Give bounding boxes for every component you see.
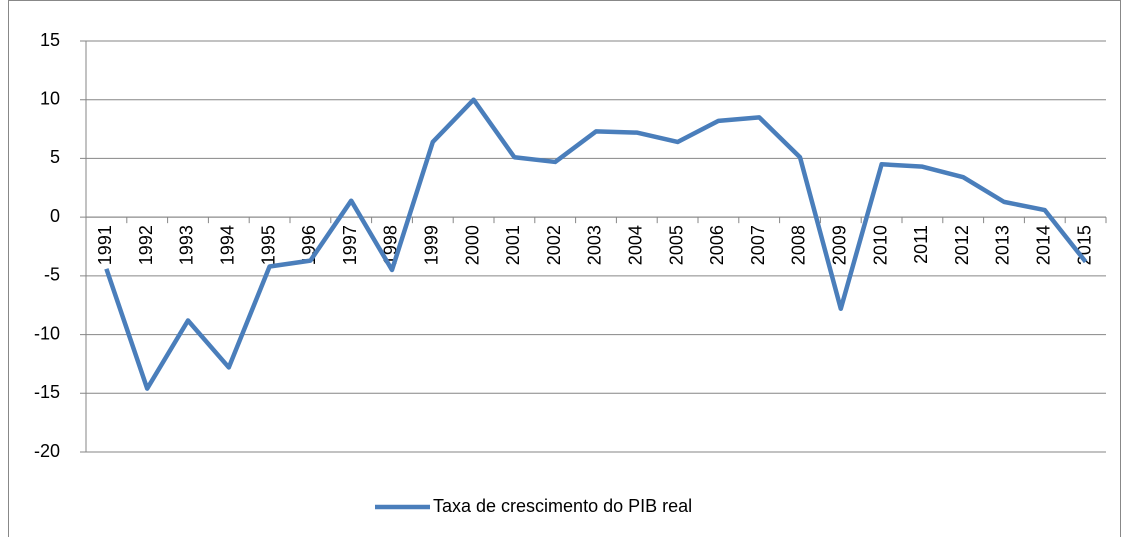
y-tick-label: 5 <box>50 147 60 167</box>
x-tick-label: 2007 <box>748 225 768 265</box>
x-tick-label: 2008 <box>789 225 809 265</box>
x-tick-label: 1995 <box>258 225 278 265</box>
x-tick-label: 1999 <box>422 225 442 265</box>
x-tick-label: 2011 <box>911 225 931 264</box>
x-tick-label: 2006 <box>707 225 727 265</box>
y-tick-label: 0 <box>50 206 60 226</box>
y-tick-label: -10 <box>34 323 60 343</box>
x-tick-label: 2000 <box>462 225 482 265</box>
y-tick-label: -15 <box>34 382 60 402</box>
x-tick-label: 1994 <box>218 225 238 265</box>
y-tick-label: 15 <box>40 30 60 50</box>
x-tick-label: 1993 <box>177 225 197 265</box>
series-line <box>104 97 1088 391</box>
chart-frame <box>8 0 1121 537</box>
x-tick-label: 1997 <box>340 225 360 265</box>
x-tick-label: 1992 <box>136 225 156 265</box>
x-tick-label: 2013 <box>993 225 1013 265</box>
x-tick-label: 2014 <box>1034 225 1054 265</box>
x-tick-label: 2005 <box>666 225 686 265</box>
x-tick-label: 2004 <box>626 225 646 265</box>
x-tick-label: 2009 <box>830 225 850 265</box>
x-tick-label: 2001 <box>503 225 523 265</box>
x-tick-label: 2003 <box>585 225 605 265</box>
y-tick-label: -20 <box>34 441 60 461</box>
x-tick-label: 2002 <box>544 225 564 265</box>
y-tick-label: 10 <box>40 88 60 108</box>
legend-label: Taxa de crescimento do PIB real <box>433 496 692 516</box>
y-tick-label: -5 <box>44 265 60 285</box>
x-tick-label: 1991 <box>95 225 115 265</box>
x-tick-label: 2010 <box>870 225 890 265</box>
x-tick-label: 2012 <box>952 225 972 265</box>
